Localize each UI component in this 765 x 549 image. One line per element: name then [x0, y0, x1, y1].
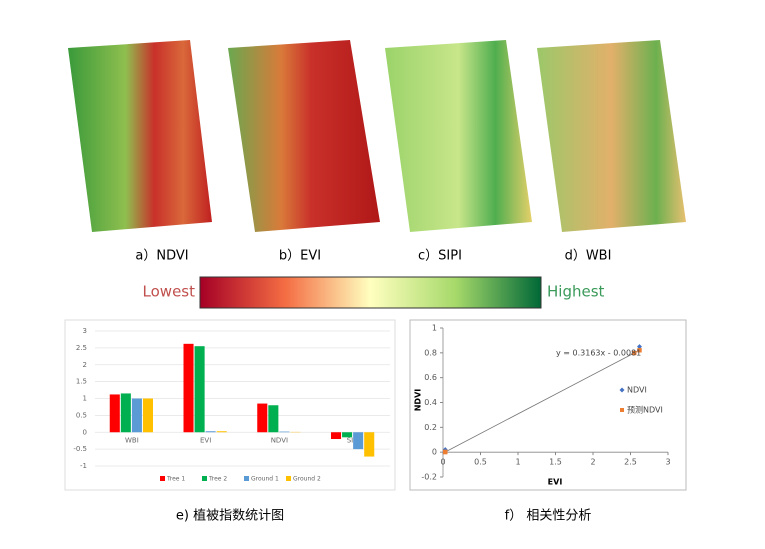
- caption: a）NDVI: [135, 249, 188, 264]
- chart-caption: f） 相关性分析: [505, 509, 592, 524]
- y-tick-label: 1.5: [76, 378, 87, 386]
- y-tick-label: -1: [80, 462, 87, 470]
- x-tick-label: NDVI: [271, 436, 288, 444]
- bar: [257, 403, 268, 433]
- x-tick-label: 0.5: [474, 458, 487, 467]
- colorbar: [199, 276, 542, 309]
- y-tick-label: -0.5: [73, 445, 87, 453]
- legend-swatch: [244, 476, 249, 481]
- bar: [342, 432, 353, 438]
- map-wbi: [537, 40, 686, 232]
- bar: [109, 394, 120, 433]
- y-tick-label: -0.2: [421, 473, 437, 482]
- bar: [120, 393, 131, 433]
- point: [637, 344, 642, 350]
- legend-label: Tree 1: [166, 476, 185, 483]
- x-tick-label: 1: [515, 458, 520, 467]
- bar: [268, 405, 279, 433]
- y-tick-label: 0.8: [424, 348, 437, 357]
- legend-label: Tree 2: [208, 476, 227, 483]
- x-axis-title: EVI: [548, 478, 563, 487]
- point: [443, 449, 448, 455]
- bar: [353, 432, 364, 450]
- y-tick-label: 1: [432, 324, 437, 333]
- point: [637, 348, 642, 353]
- legend-swatch: [160, 476, 165, 481]
- y-tick-label: 0.6: [424, 373, 437, 382]
- y-tick-label: 0: [83, 428, 87, 436]
- legend-swatch: [286, 476, 291, 481]
- bar: [205, 431, 216, 433]
- map-sipi: [385, 40, 532, 232]
- legend-label: Ground 1: [251, 476, 279, 483]
- y-tick-label: 0.4: [424, 398, 437, 407]
- legend-swatch: [619, 387, 625, 393]
- y-tick-label: 0.5: [76, 411, 87, 419]
- trend-equation: y = 0.3163x - 0.0081: [556, 349, 641, 358]
- chart-caption: e) 植被指数统计图: [176, 509, 284, 524]
- legend-swatch: [620, 408, 624, 412]
- y-tick-label: 0: [432, 448, 437, 457]
- caption: d）WBI: [565, 249, 612, 264]
- bar: [331, 432, 342, 439]
- x-tick-label: 1.5: [549, 458, 562, 467]
- colorbar-high: Highest: [547, 283, 605, 301]
- bar: [183, 343, 194, 433]
- y-axis-title: NDVI: [414, 389, 423, 412]
- colorbar-low: Lowest: [143, 283, 196, 301]
- legend-label: 预测NDVI: [627, 405, 663, 415]
- legend-label: NDVI: [627, 386, 647, 395]
- y-tick-label: 3: [83, 327, 87, 335]
- x-tick-label: 0: [440, 458, 445, 467]
- y-tick-label: 2.5: [76, 344, 87, 352]
- map-evi: [228, 40, 380, 232]
- caption: c）SIPI: [418, 249, 462, 264]
- index-maps: [68, 40, 686, 232]
- point: [632, 350, 637, 356]
- x-tick-label: 3: [665, 458, 670, 467]
- x-tick-label: 2.5: [624, 458, 637, 467]
- y-tick-label: 2: [83, 361, 87, 369]
- y-tick-label: 0.2: [424, 423, 437, 432]
- caption: b）EVI: [279, 249, 321, 264]
- x-tick-label: EVI: [200, 436, 211, 444]
- x-tick-label: 2: [590, 458, 595, 467]
- bar: [364, 432, 375, 457]
- legend-label: Ground 2: [293, 476, 321, 483]
- bar: [131, 398, 142, 433]
- legend-swatch: [202, 476, 207, 481]
- bar: [194, 346, 205, 433]
- chart-frame: [64, 319, 396, 491]
- x-tick-label: WBI: [125, 436, 139, 444]
- bar: [216, 431, 227, 433]
- y-tick-label: 1: [83, 395, 87, 403]
- bar: [142, 398, 153, 433]
- bar: [279, 431, 290, 433]
- map-ndvi: [68, 40, 212, 232]
